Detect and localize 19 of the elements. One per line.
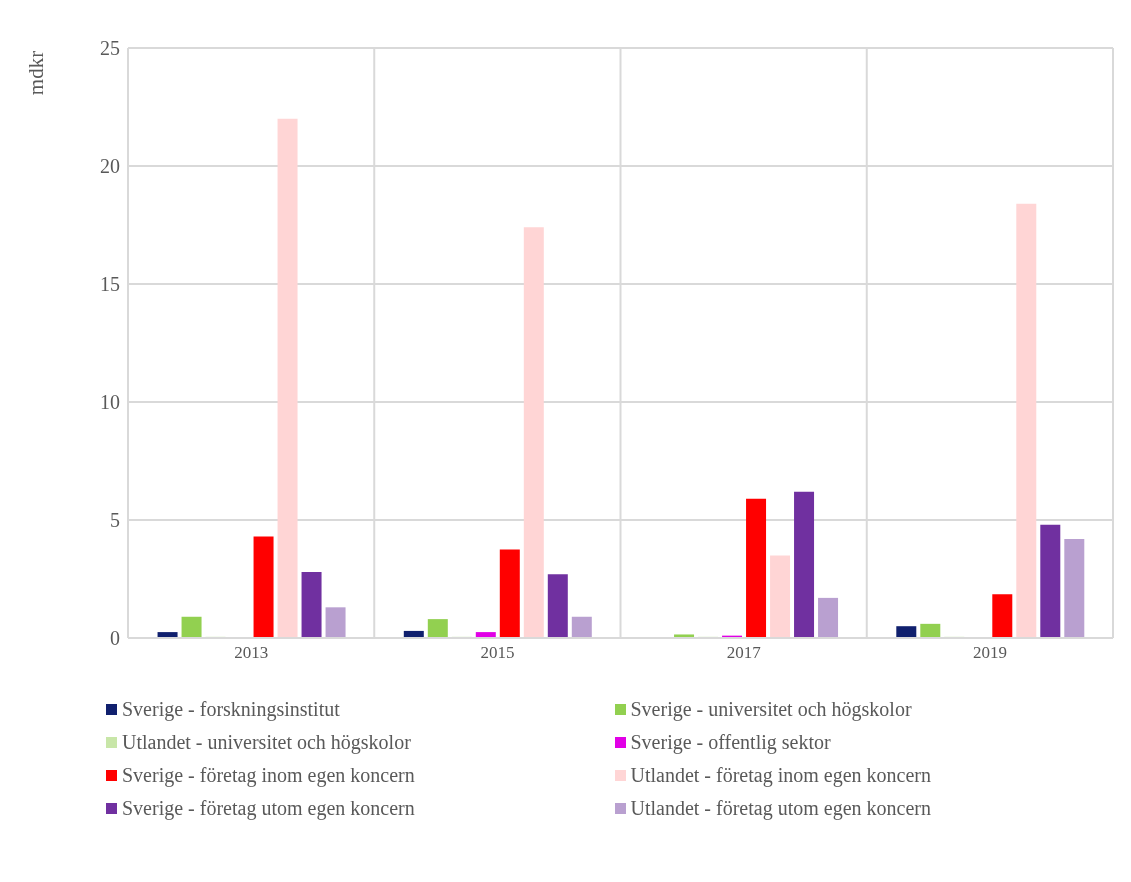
x-tick-label: 2013: [234, 643, 269, 663]
legend-label: Sverige - företag inom egen koncern: [122, 764, 415, 787]
y-tick-label: 10: [100, 391, 120, 414]
legend-label: Utlandet - företag utom egen koncern: [630, 797, 931, 820]
x-tick-label: 2017: [726, 643, 762, 663]
legend-label: Sverige - företag utom egen koncern: [122, 797, 415, 820]
y-tick-label: 15: [100, 273, 120, 296]
y-axis-title: mdkr: [23, 50, 48, 96]
x-tick-label: 2015: [480, 643, 515, 663]
legend-label: Utlandet - universitet och högskolor: [122, 731, 411, 754]
y-tick-label: 20: [100, 155, 120, 178]
x-tick-label: 2019: [972, 643, 1007, 663]
y-tick-label: 0: [110, 627, 120, 650]
legend-label: Sverige - offentlig sektor: [630, 731, 831, 754]
legend-label: Utlandet - företag inom egen koncern: [630, 764, 931, 787]
y-tick-label: 25: [100, 37, 120, 60]
legend-label: Sverige - forskningsinstitut: [122, 698, 340, 721]
y-tick-label: 5: [110, 509, 120, 532]
legend-label: Sverige - universitet och högskolor: [630, 698, 912, 721]
